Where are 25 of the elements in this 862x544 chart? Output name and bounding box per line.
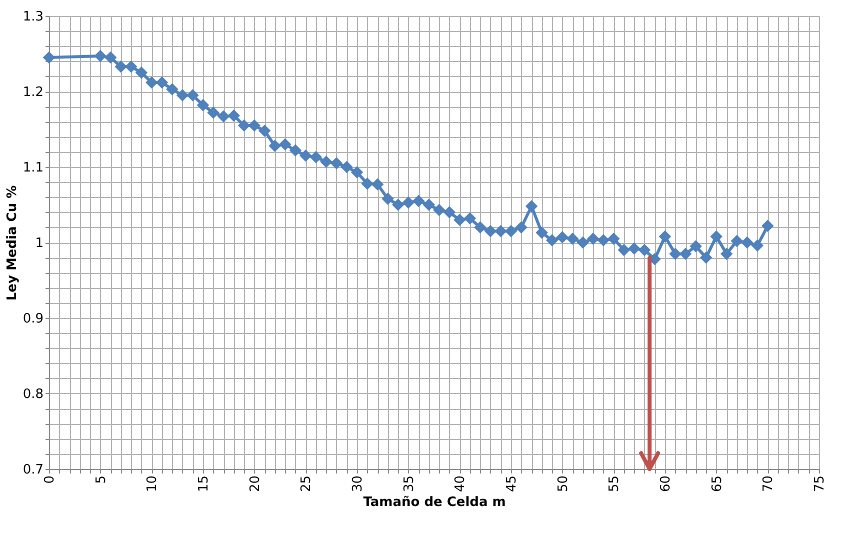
- x-tick-label: 0: [42, 476, 58, 484]
- y-tick-label: 1.1: [22, 160, 44, 176]
- x-tick-label: 10: [145, 476, 160, 492]
- y-tick-label: 1: [35, 236, 44, 251]
- y-tick-label: 0.8: [22, 387, 44, 402]
- x-tick-label: 75: [812, 476, 828, 492]
- x-tick-label: 40: [453, 476, 468, 492]
- x-tick-label: 20: [248, 476, 263, 492]
- y-tick-label: 0.9: [22, 312, 44, 326]
- x-tick-label: 45: [504, 476, 520, 492]
- x-tick-label: 35: [402, 476, 417, 492]
- x-tick-label: 5: [94, 476, 109, 484]
- x-tick-label: 65: [710, 476, 725, 492]
- x-tick-label: 25: [299, 476, 314, 492]
- y-tick-label: 1.3: [22, 10, 44, 24]
- x-tick-label: 15: [196, 476, 212, 492]
- x-tick-label: 55: [607, 476, 622, 492]
- y-axis-title: Ley Media Cu %: [4, 185, 20, 301]
- y-tick-label: 1.2: [22, 85, 44, 100]
- x-tick-label: 70: [761, 476, 776, 492]
- x-tick-label: 30: [350, 476, 366, 492]
- x-tick-label: 60: [658, 476, 674, 492]
- y-tick-label: 0.7: [22, 462, 44, 478]
- x-axis-title: Tamaño de Celda m: [363, 495, 506, 510]
- x-tick-label: 50: [556, 476, 571, 492]
